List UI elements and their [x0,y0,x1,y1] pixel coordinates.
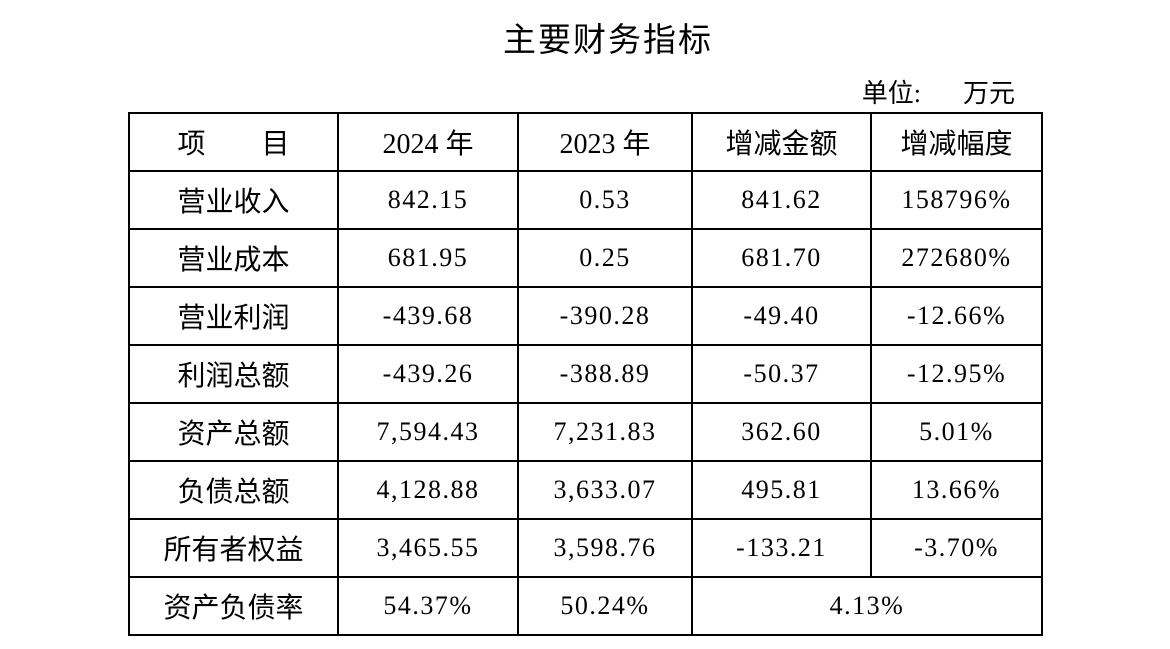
table-row-operating-profit: 营业利润 -439.68 -390.28 -49.40 -12.66% [128,286,1043,346]
cell-change-amount: -49.40 [691,286,872,346]
cell-2024: 842.15 [337,170,519,230]
cell-2023: 7,231.83 [517,402,693,462]
cell-change-merged: 4.13% [691,576,1043,636]
cell-change-amount: -50.37 [691,344,872,404]
cell-change-rate: -12.66% [870,286,1043,346]
table-row-total-profit: 利润总额 -439.26 -388.89 -50.37 -12.95% [128,344,1043,404]
cell-2024: 54.37% [337,576,519,636]
cell-item: 营业利润 [128,286,339,346]
cell-2023: -388.89 [517,344,693,404]
cell-item: 利润总额 [128,344,339,404]
cell-change-rate: -3.70% [870,518,1043,578]
cell-2023: 0.53 [517,170,693,230]
cell-change-rate: 158796% [870,170,1043,230]
cell-2024: -439.26 [337,344,519,404]
header-cell-change-rate: 增减幅度 [870,112,1043,172]
cell-change-rate: 13.66% [870,460,1043,520]
header-cell-item: 项 目 [128,112,339,172]
cell-2024: 3,465.55 [337,518,519,578]
header-cell-2024: 2024 年 [337,112,519,172]
table-row-operating-cost: 营业成本 681.95 0.25 681.70 272680% [128,228,1043,288]
financial-indicators-table: 项 目 2024 年 2023 年 增减金额 增减幅度 营业收入 842.15 … [128,112,1043,636]
cell-change-amount: 495.81 [691,460,872,520]
unit-label: 单位: [861,79,921,108]
cell-2024: 7,594.43 [337,402,519,462]
cell-item: 资产总额 [128,402,339,462]
cell-item: 所有者权益 [128,518,339,578]
cell-2023: -390.28 [517,286,693,346]
cell-2023: 3,598.76 [517,518,693,578]
header-cell-2023: 2023 年 [517,112,693,172]
cell-item: 负债总额 [128,460,339,520]
unit-line: 单位: 万元 [128,73,1041,110]
cell-item: 营业收入 [128,170,339,230]
table-row-total-liabilities: 负债总额 4,128.88 3,633.07 495.81 13.66% [128,460,1043,520]
header-cell-change-amount: 增减金额 [691,112,872,172]
cell-item: 营业成本 [128,228,339,288]
cell-change-rate: -12.95% [870,344,1043,404]
cell-item: 资产负债率 [128,576,339,636]
cell-change-rate: 5.01% [870,402,1043,462]
cell-change-amount: 362.60 [691,402,872,462]
table-row-operating-revenue: 营业收入 842.15 0.53 841.62 158796% [128,170,1043,230]
cell-2023: 50.24% [517,576,693,636]
unit-value: 万元 [962,79,1015,108]
cell-change-amount: -133.21 [691,518,872,578]
cell-change-amount: 841.62 [691,170,872,230]
cell-2024: 4,128.88 [337,460,519,520]
page-title: 主要财务指标 [503,23,713,59]
cell-2024: 681.95 [337,228,519,288]
header-row: 项 目 2024 年 2023 年 增减金额 增减幅度 [128,112,1043,172]
cell-change-rate: 272680% [870,228,1043,288]
table-row-asset-liability-ratio: 资产负债率 54.37% 50.24% 4.13% [128,576,1043,636]
cell-2023: 3,633.07 [517,460,693,520]
table-row-owners-equity: 所有者权益 3,465.55 3,598.76 -133.21 -3.70% [128,518,1043,578]
cell-change-amount: 681.70 [691,228,872,288]
cell-2023: 0.25 [517,228,693,288]
table-row-total-assets: 资产总额 7,594.43 7,231.83 362.60 5.01% [128,402,1043,462]
cell-2024: -439.68 [337,286,519,346]
